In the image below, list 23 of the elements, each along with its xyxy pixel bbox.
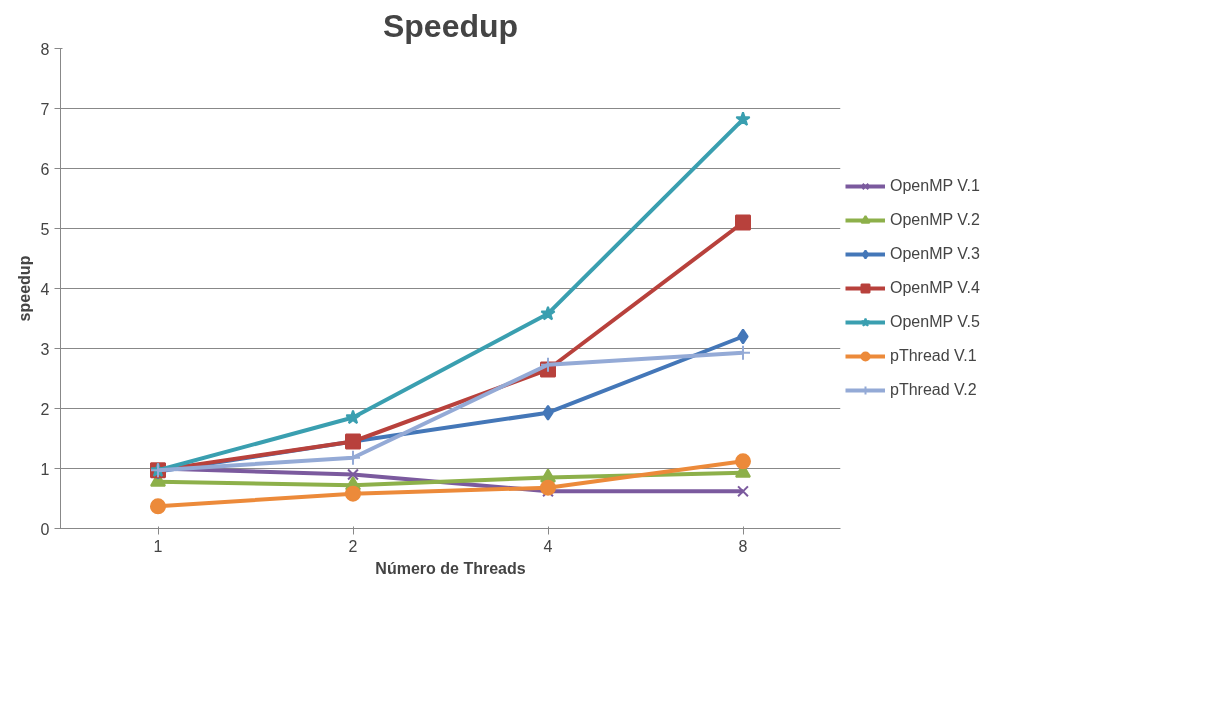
x-tick-label: 8 (738, 537, 748, 555)
legend-label: OpenMP V.5 (890, 313, 980, 331)
y-tick-label: 0 (40, 520, 50, 538)
legend-label: OpenMP V.2 (890, 211, 980, 229)
x-axis-title: Número de Threads (375, 559, 526, 577)
legend-label: pThread V.2 (890, 381, 977, 399)
y-tick-label: 5 (40, 220, 50, 238)
y-axis-title: speedup (15, 255, 33, 322)
x-tick-label: 4 (543, 537, 553, 555)
y-tick-label: 6 (40, 160, 50, 178)
legend-label: pThread V.1 (890, 347, 977, 365)
y-tick-label: 2 (40, 400, 50, 418)
y-tick-label: 7 (40, 100, 50, 118)
y-tick-label: 3 (40, 340, 50, 358)
y-tick-label: 4 (40, 280, 50, 298)
chart-title: Speedup (382, 7, 519, 44)
x-tick-label: 2 (348, 537, 358, 555)
legend-label: OpenMP V.4 (890, 279, 980, 297)
x-tick-label: 1 (153, 537, 163, 555)
legend-label: OpenMP V.1 (890, 177, 980, 195)
y-tick-label: 8 (40, 40, 50, 58)
legend-label: OpenMP V.3 (890, 245, 980, 263)
y-tick-label: 1 (40, 460, 50, 478)
